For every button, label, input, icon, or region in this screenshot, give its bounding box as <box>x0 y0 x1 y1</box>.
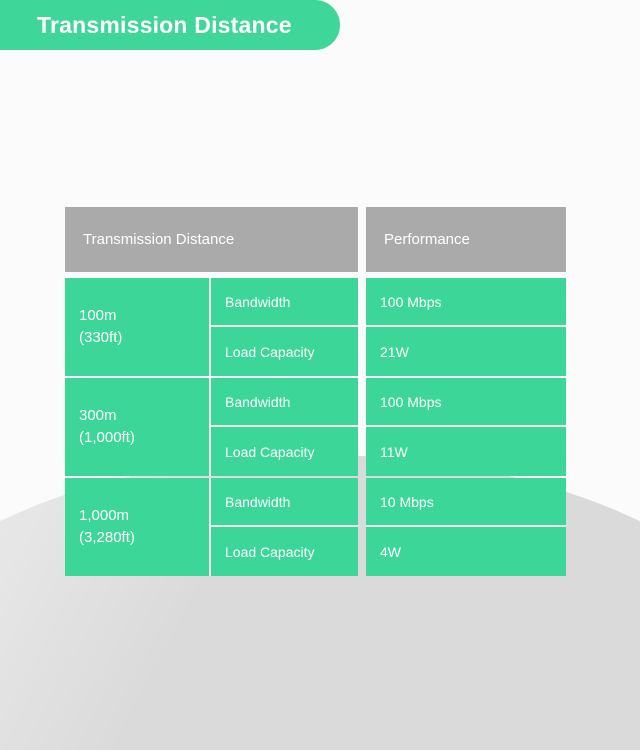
distance-cell: 100m (330ft) <box>65 278 211 376</box>
performance-column: 100 Mbps 11W <box>366 378 566 476</box>
distance-value-imperial: (3,280ft) <box>79 529 135 546</box>
performance-value-bandwidth: 10 Mbps <box>366 478 566 527</box>
title-banner: Transmission Distance <box>0 0 340 50</box>
distance-value-metric: 300m <box>79 407 117 425</box>
metric-label-load-capacity: Load Capacity <box>225 443 315 460</box>
metric-label-column: Bandwidth Load Capacity <box>211 278 358 376</box>
performance-value-bandwidth: 100 Mbps <box>366 278 566 327</box>
metric-label-column: Bandwidth Load Capacity <box>211 378 358 476</box>
performance-value-load-capacity: 21W <box>380 343 409 360</box>
table-header-row: Transmission Distance Performance <box>65 207 566 272</box>
performance-column: 10 Mbps 4W <box>366 478 566 576</box>
metric-label-load-capacity: Load Capacity <box>225 543 315 560</box>
metric-label-bandwidth: Bandwidth <box>211 478 358 527</box>
metric-label-column: Bandwidth Load Capacity <box>211 478 358 576</box>
table-row: 100m (330ft) Bandwidth Load Capacity 100… <box>65 278 566 376</box>
metric-label-bandwidth: Bandwidth <box>211 278 358 327</box>
distance-value-metric: 100m <box>79 307 117 325</box>
transmission-distance-table: Transmission Distance Performance 100m (… <box>65 207 566 578</box>
column-header-performance: Performance <box>366 207 566 272</box>
distance-cell: 1,000m (3,280ft) <box>65 478 211 576</box>
table-body: 100m (330ft) Bandwidth Load Capacity 100… <box>65 278 566 578</box>
distance-block: 100m (330ft) Bandwidth Load Capacity <box>65 278 358 376</box>
metric-label-bandwidth: Bandwidth <box>211 378 358 427</box>
distance-value-metric: 1,000m <box>79 507 130 525</box>
metric-label-load-capacity: Load Capacity <box>225 343 315 360</box>
performance-value-bandwidth: 100 Mbps <box>366 378 566 427</box>
page-title: Transmission Distance <box>37 11 292 38</box>
distance-cell: 300m (1,000ft) <box>65 378 211 476</box>
distance-value-imperial: (330ft) <box>79 329 123 346</box>
table-row: 300m (1,000ft) Bandwidth Load Capacity 1… <box>65 378 566 476</box>
distance-block: 1,000m (3,280ft) Bandwidth Load Capacity <box>65 478 358 576</box>
table-row: 1,000m (3,280ft) Bandwidth Load Capacity… <box>65 478 566 576</box>
column-header-transmission-distance: Transmission Distance <box>65 207 358 272</box>
performance-column: 100 Mbps 21W <box>366 278 566 376</box>
performance-value-load-capacity: 11W <box>380 443 408 460</box>
distance-value-imperial: (1,000ft) <box>79 429 135 446</box>
performance-value-load-capacity: 4W <box>380 543 401 560</box>
distance-block: 300m (1,000ft) Bandwidth Load Capacity <box>65 378 358 476</box>
